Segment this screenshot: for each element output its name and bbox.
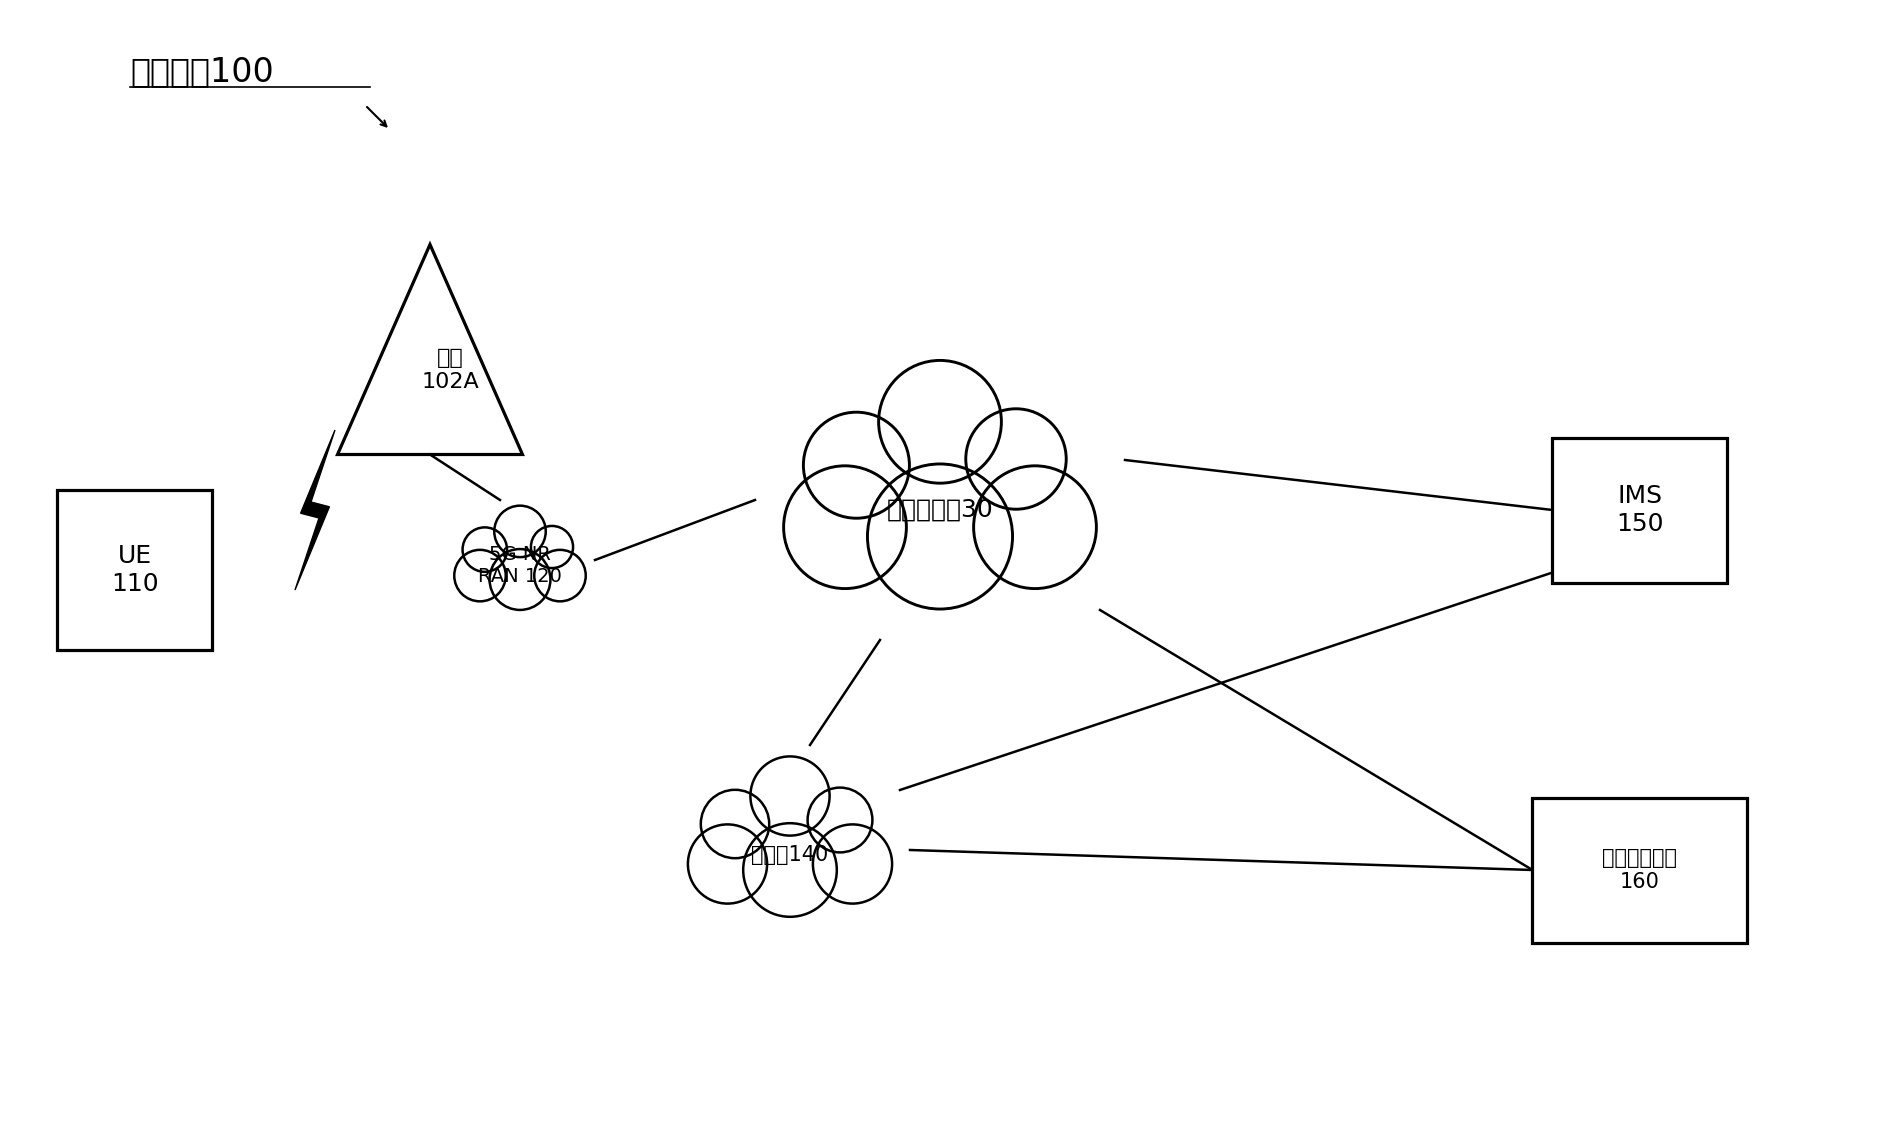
Circle shape	[878, 361, 1002, 483]
Circle shape	[783, 466, 907, 588]
Text: 网络布置100: 网络布置100	[130, 55, 274, 88]
Circle shape	[974, 466, 1096, 588]
Circle shape	[531, 526, 572, 568]
Circle shape	[743, 823, 837, 917]
Text: UE
110: UE 110	[111, 544, 160, 596]
Text: 蜂窝核心网30: 蜂窝核心网30	[886, 498, 993, 522]
Text: 5G NR
RAN 120: 5G NR RAN 120	[479, 545, 561, 586]
Circle shape	[813, 825, 892, 903]
Text: 网络服务主干
160: 网络服务主干 160	[1603, 849, 1678, 892]
Text: 小区
102A: 小区 102A	[420, 348, 479, 392]
Circle shape	[967, 409, 1066, 509]
Circle shape	[867, 464, 1012, 609]
FancyBboxPatch shape	[58, 490, 212, 650]
Polygon shape	[295, 431, 334, 590]
Circle shape	[490, 549, 550, 610]
FancyBboxPatch shape	[1532, 797, 1747, 942]
Text: 互联网140: 互联网140	[751, 845, 828, 864]
Circle shape	[807, 788, 873, 852]
Circle shape	[462, 528, 507, 572]
Circle shape	[535, 549, 586, 602]
Text: IMS
150: IMS 150	[1616, 484, 1663, 536]
Circle shape	[803, 412, 910, 518]
Circle shape	[494, 506, 546, 557]
Circle shape	[687, 825, 768, 903]
Circle shape	[454, 549, 505, 602]
Circle shape	[700, 790, 770, 858]
FancyBboxPatch shape	[1552, 437, 1727, 582]
Circle shape	[751, 756, 830, 836]
